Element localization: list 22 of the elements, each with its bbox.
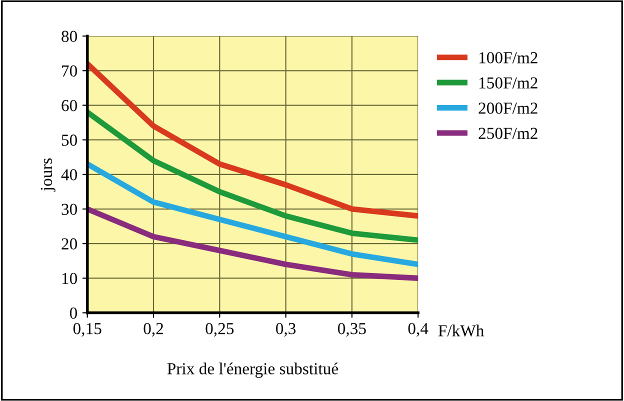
y-tick-label: 60 [62,100,77,112]
y-tick-label: 10 [62,272,77,284]
x-tick-label: 0,15 [73,322,102,337]
text: F/kWh [438,324,484,336]
x-tick-label: 0,3 [276,322,296,337]
legend-label: 100F/m2 [479,52,538,64]
y-tick-label: 40 [61,169,77,180]
y-tick-label: 0 [70,307,77,319]
x-tick-label: 0,25 [206,322,234,337]
y-tick-label: 80 [62,30,77,42]
y-tick-label: 20 [62,238,77,250]
y-tick-label: 50 [62,134,77,146]
y-axis-title: jours [40,158,56,192]
x-tick-label: 0,2 [144,322,163,337]
legend-label: 250F/m2 [478,128,538,140]
legend-label: 150F/m2 [479,77,538,89]
x-tick-label: 0,35 [338,322,366,337]
legend-label: 200F/m2 [478,102,538,114]
x-tick-label: 0,4 [408,322,428,337]
y-tick-label: 70 [62,65,77,77]
x-axis-title: Prix de l'énergie substitué [167,362,338,378]
y-tick-label: 30 [62,204,77,215]
